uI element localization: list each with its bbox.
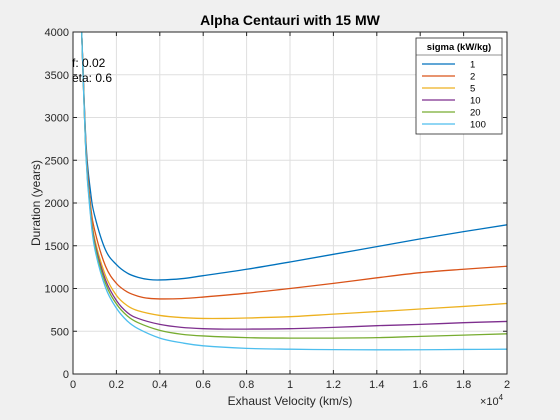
legend-label: 5 [470,84,475,95]
x-axis-label: Exhaust Velocity (km/s) [228,394,353,408]
legend-box [415,37,503,135]
axis-ticks: 0 0.2 0.4 0.6 0.8 1 1.2 1.4 1.6 1.8 20500100015002… [45,27,511,391]
legend-label: 20 [470,108,481,119]
y-tick-label: 1000 [45,284,69,296]
series-lines [81,32,507,351]
y-tick-label: 0 [63,369,69,381]
x-tick-label: 0.2 [109,379,124,391]
chart-title: Alpha Centauri with 15 MW [200,12,380,28]
series-line-sigma-100 [81,32,507,351]
x-tick-label: 1.4 [369,379,384,391]
annotation-f: f: 0.02 [72,56,106,70]
x-tick-label: 0 [70,379,76,391]
annotation-eta: eta: 0.6 [72,71,112,85]
y-tick-label: 2500 [45,155,69,167]
y-tick-label: 3500 [45,70,69,82]
x-tick-label: 2 [504,379,510,391]
y-tick-label: 1500 [45,241,69,253]
y-tick-label: 4000 [45,27,69,39]
x-tick-label: 0.6 [196,379,211,391]
x-tick-label: 1.8 [456,379,471,391]
x-tick-label: 0.8 [239,379,254,391]
legend-label: 100 [470,120,486,131]
legend-label: 1 [470,60,475,71]
x-tick-label: 0.4 [152,379,167,391]
y-tick-label: 500 [51,326,69,338]
x-tick-label: 1 [287,379,293,391]
x-tick-label: 1.2 [326,379,341,391]
y-axis-label: Duration (years) [29,160,43,246]
legend-title: sigma (kW/kg) [427,42,491,53]
legend-label: 2 [470,72,475,83]
y-tick-label: 3000 [45,113,69,125]
legend-label: 10 [470,96,481,107]
x-axis-exponent: ×104 [480,393,504,408]
series-line-sigma-2 [81,32,507,300]
series-line-sigma-1 [81,32,507,281]
y-tick-label: 2000 [45,198,69,210]
x-tick-label: 1.6 [413,379,428,391]
